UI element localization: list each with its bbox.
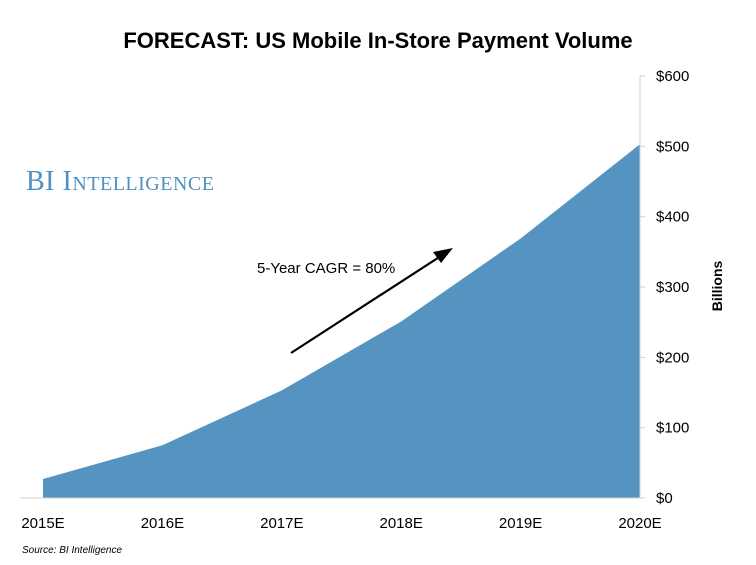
- x-tick-label-2020E: 2020E: [618, 515, 661, 532]
- cagr-arrow: [290, 248, 453, 354]
- y-tick-labels: $0 $100 $200 $300 $400 $500 $600: [656, 68, 689, 507]
- y-tick-label: $400: [656, 209, 689, 226]
- x-tick-label-2015E: 2015E: [21, 515, 64, 532]
- x-tick-label-2017E: 2017E: [260, 515, 303, 532]
- cagr-annotation: 5-Year CAGR = 80%: [257, 260, 396, 277]
- watermark-text: BI Intelligence: [26, 166, 215, 197]
- y-tick-label: $600: [656, 68, 689, 85]
- x-tick-label-2019E: 2019E: [499, 515, 542, 532]
- y-tick-label: $100: [656, 420, 689, 437]
- x-tick-label-2018E: 2018E: [380, 515, 423, 532]
- axis-layer: [20, 75, 645, 499]
- source-note: Source: BI Intelligence: [22, 545, 123, 556]
- x-tick-label-2016E: 2016E: [141, 515, 184, 532]
- x-tick-labels: 2015E 2016E 2017E 2018E 2019E 2020E: [21, 515, 661, 532]
- area-series: [43, 144, 640, 498]
- arrow-shaft: [290, 253, 445, 354]
- chart-title: FORECAST: US Mobile In-Store Payment Vol…: [123, 28, 633, 53]
- y-axis-label: Billions: [709, 260, 725, 312]
- arrow-head: [433, 248, 453, 263]
- y-tick-label: $300: [656, 279, 689, 296]
- y-tick-label: $500: [656, 138, 689, 155]
- y-tick-label: $0: [656, 490, 673, 507]
- y-tick-label: $200: [656, 349, 689, 366]
- bi-intelligence-watermark: BI Intelligence: [26, 166, 214, 198]
